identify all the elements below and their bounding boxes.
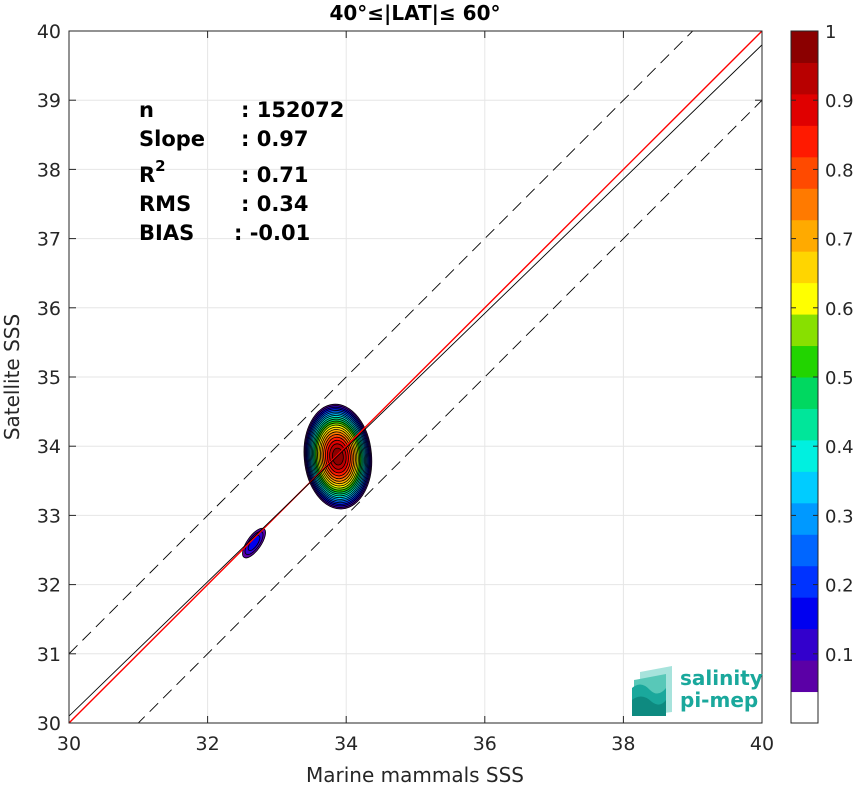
stat-slope-label: Slope: [139, 127, 205, 151]
x-tick-label: 36: [473, 733, 497, 755]
colorbar-segment: [791, 660, 818, 693]
colorbar-segment: [791, 125, 818, 158]
y-tick-label: 33: [37, 505, 61, 527]
error-bound-line: [137, 99, 762, 723]
colorbar-segment: [791, 408, 818, 441]
colorbar-segment: [791, 628, 818, 661]
colorbar-segment: [791, 377, 818, 409]
colorbar-segment: [791, 565, 818, 598]
chart-title: 40°≤|LAT|≤ 60°: [329, 1, 500, 25]
logo-text-pi-mep: pi-mep: [680, 688, 758, 712]
colorbar-tick-label: 0.5: [825, 368, 854, 389]
colorbar-tick-label: 0.9: [825, 91, 854, 112]
colorbar-tick-label: 0.2: [825, 576, 854, 597]
grid: [68, 30, 763, 724]
logo-text-salinity: salinity: [680, 666, 763, 690]
colorbar-segment: [791, 534, 818, 567]
wave-logo-icon: [632, 666, 672, 716]
colorbar-segment: [791, 62, 818, 95]
stat-bias-value: : -0.01: [234, 221, 310, 245]
colorbar-segment: [791, 345, 818, 378]
y-tick-label: 36: [37, 298, 61, 320]
colorbar-tick-label: 0.4: [825, 437, 854, 458]
colorbar-segment: [791, 93, 818, 126]
colorbar-segment: [791, 471, 818, 504]
stat-n-value: : 152072: [241, 98, 344, 122]
stat-slope-value: : 0.97: [241, 127, 309, 151]
colorbar-segment: [791, 282, 818, 315]
colorbar-tick-label: 0.1: [825, 645, 854, 666]
colorbar-segment: [791, 219, 818, 252]
colorbar-segment: [791, 439, 818, 472]
y-axis-label: Satellite SSS: [0, 314, 24, 440]
colorbar-segment: [791, 31, 818, 63]
stat-r2-base: R: [139, 163, 155, 187]
stat-r2-label: R2: [139, 157, 166, 187]
salinity-pi-mep-logo: salinity pi-mep: [632, 666, 763, 716]
colorbar: [791, 31, 818, 724]
x-tick-label: 30: [57, 733, 81, 755]
error-bound-line: [69, 31, 694, 655]
y-axis-ticks: 30 31 32 33 34 35 36 37 38 39 40: [37, 21, 762, 735]
colorbar-segment: [791, 156, 818, 189]
colorbar-segment: [791, 597, 818, 630]
colorbar-segment: [791, 188, 818, 221]
colorbar-segment: [791, 314, 818, 347]
x-tick-label: 34: [334, 733, 358, 755]
colorbar-segment: [791, 502, 818, 535]
colorbar-segment: [791, 691, 818, 724]
y-tick-label: 30: [37, 713, 61, 735]
y-tick-label: 37: [37, 229, 61, 251]
x-tick-label: 32: [196, 733, 220, 755]
colorbar-tick-label: 0.3: [825, 506, 854, 527]
x-axis-label: Marine mammals SSS: [306, 763, 524, 786]
colorbar-ticks: 0.1 0.2 0.3 0.4 0.5 0.6 0.7 0.8 0.9 1: [791, 22, 854, 666]
stats-box: n : 152072 Slope : 0.97 R2 : 0.71 RMS : …: [139, 98, 344, 245]
regression-line: [69, 44, 762, 717]
colorbar-tick-label: 0.7: [825, 230, 854, 251]
x-tick-label: 40: [750, 733, 774, 755]
identity-line: [69, 31, 762, 723]
y-tick-label: 31: [37, 644, 61, 666]
x-axis-ticks: 30 32 34 36 38 40: [57, 31, 774, 755]
stat-n-label: n: [139, 98, 154, 122]
x-tick-label: 38: [611, 733, 635, 755]
y-tick-label: 40: [37, 21, 61, 43]
y-tick-label: 35: [37, 367, 61, 389]
colorbar-tick-label: 0.8: [825, 160, 854, 181]
stat-rms-value: : 0.34: [241, 192, 309, 216]
colorbar-tick-label: 0.6: [825, 299, 854, 320]
stat-rms-label: RMS: [139, 192, 191, 216]
colorbar-tick-label: 1: [825, 22, 836, 43]
y-tick-label: 34: [37, 436, 61, 458]
stat-r2-sup: 2: [155, 157, 165, 175]
density-contours: [242, 403, 373, 559]
y-tick-label: 38: [37, 159, 61, 181]
colorbar-segment: [791, 251, 818, 284]
stat-bias-label: BIAS: [139, 221, 194, 245]
reference-lines: [69, 31, 762, 723]
y-tick-label: 32: [37, 575, 61, 597]
y-tick-label: 39: [37, 90, 61, 112]
stat-r2-value: : 0.71: [241, 163, 309, 187]
